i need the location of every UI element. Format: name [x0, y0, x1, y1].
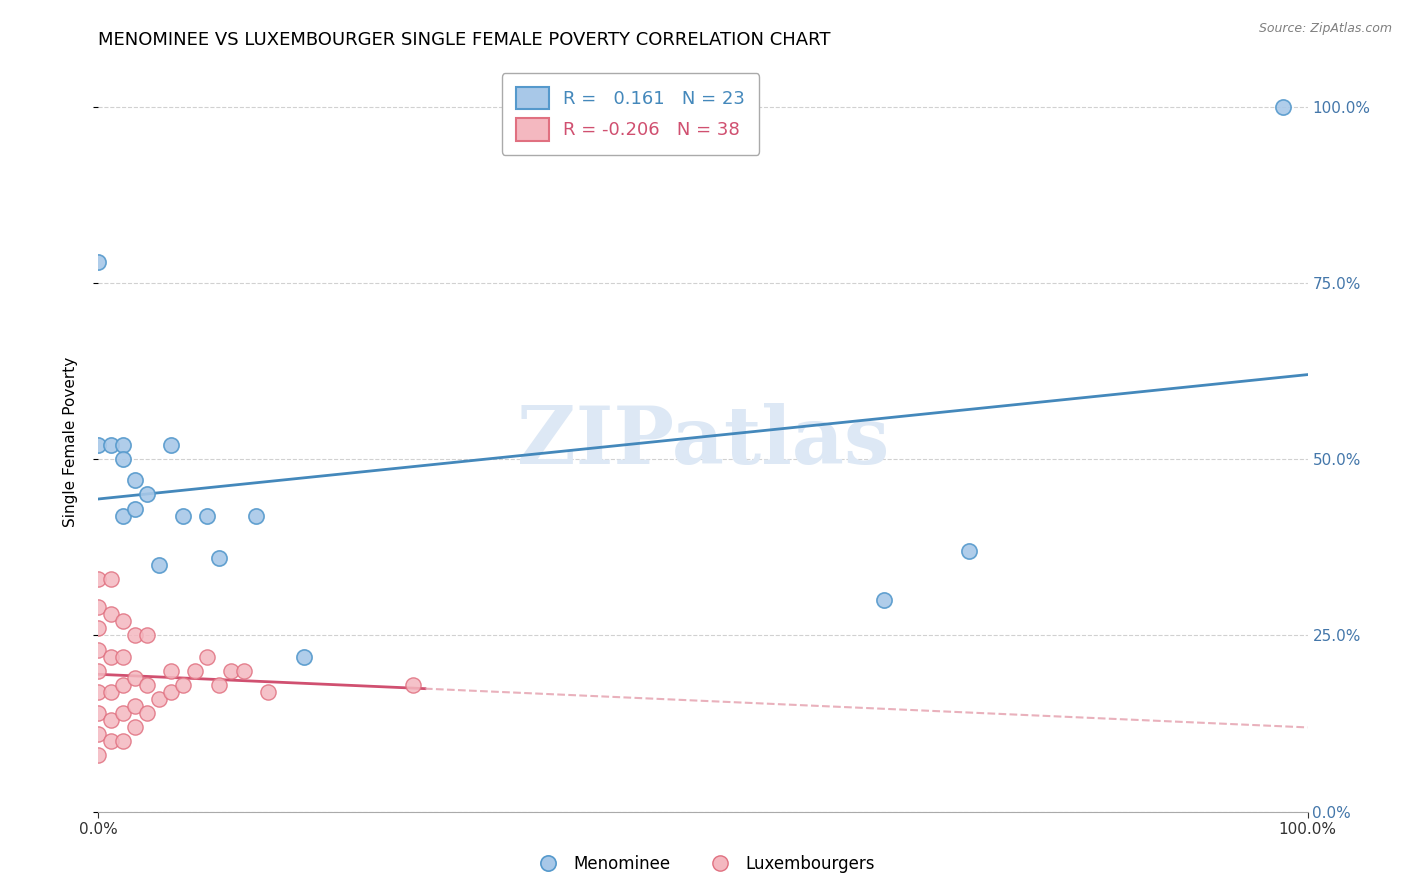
Point — [195, 508, 218, 523]
Point — [160, 664, 183, 678]
Point — [221, 664, 243, 678]
Point — [172, 508, 194, 523]
Point — [100, 685, 122, 699]
Point — [100, 607, 122, 622]
Point — [124, 501, 146, 516]
Point — [100, 572, 122, 586]
Point — [195, 649, 218, 664]
Legend: R =   0.161   N = 23, R = -0.206   N = 38: R = 0.161 N = 23, R = -0.206 N = 38 — [502, 73, 759, 155]
Point — [208, 550, 231, 565]
Point — [160, 438, 183, 452]
Point — [111, 734, 134, 748]
Point — [87, 748, 110, 763]
Point — [111, 615, 134, 629]
Point — [184, 664, 207, 678]
Point — [100, 438, 122, 452]
Point — [87, 438, 110, 452]
Point — [172, 678, 194, 692]
Point — [135, 487, 157, 501]
Legend: Menominee, Luxembourgers: Menominee, Luxembourgers — [524, 848, 882, 880]
Point — [111, 649, 134, 664]
Point — [87, 600, 110, 615]
Point — [111, 678, 134, 692]
Point — [100, 734, 122, 748]
Point — [208, 678, 231, 692]
Point — [148, 558, 170, 572]
Point — [87, 642, 110, 657]
Point — [87, 254, 110, 268]
Point — [135, 706, 157, 720]
Text: MENOMINEE VS LUXEMBOURGER SINGLE FEMALE POVERTY CORRELATION CHART: MENOMINEE VS LUXEMBOURGER SINGLE FEMALE … — [98, 31, 831, 49]
Point — [256, 685, 278, 699]
Point — [124, 720, 146, 734]
Point — [232, 664, 254, 678]
Point — [87, 685, 110, 699]
Text: Source: ZipAtlas.com: Source: ZipAtlas.com — [1258, 22, 1392, 36]
Point — [148, 692, 170, 706]
Point — [957, 544, 980, 558]
Point — [100, 713, 122, 727]
Point — [245, 508, 267, 523]
Point — [111, 508, 134, 523]
Point — [124, 473, 146, 487]
Point — [87, 706, 110, 720]
Point — [402, 678, 425, 692]
Point — [160, 685, 183, 699]
Point — [100, 649, 122, 664]
Point — [292, 649, 315, 664]
Y-axis label: Single Female Poverty: Single Female Poverty — [63, 357, 77, 526]
Point — [135, 628, 157, 642]
Point — [124, 628, 146, 642]
Point — [87, 621, 110, 635]
Point — [87, 572, 110, 586]
Point — [87, 727, 110, 741]
Point — [87, 664, 110, 678]
Point — [135, 678, 157, 692]
Point — [124, 671, 146, 685]
Point — [111, 438, 134, 452]
Text: ZIPatlas: ZIPatlas — [517, 402, 889, 481]
Point — [111, 706, 134, 720]
Point — [124, 698, 146, 713]
Point — [1272, 100, 1295, 114]
Point — [111, 452, 134, 467]
Point — [873, 593, 896, 607]
